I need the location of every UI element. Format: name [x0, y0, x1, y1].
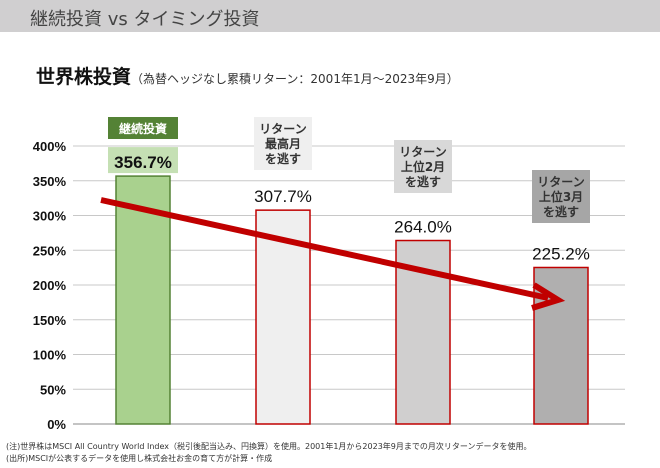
y-tick-label: 50%	[40, 382, 66, 397]
value-label-bg	[108, 147, 178, 174]
value-label: 356.7%	[114, 153, 172, 172]
y-tick-label: 100%	[33, 348, 67, 363]
footnote-note: (注)世界株はMSCI All Country World Index（税引後配…	[6, 442, 532, 451]
value-label: 307.7%	[254, 187, 312, 206]
category-label-box	[108, 117, 178, 139]
slide-title: 継続投資 vs タイミング投資	[30, 9, 260, 30]
y-tick-label: 300%	[33, 209, 67, 224]
header-bar: 継続投資 vs タイミング投資	[0, 0, 660, 32]
trend-arrow-head	[531, 282, 566, 311]
category-label: リターン	[259, 122, 306, 136]
chart-title: 世界株投資	[36, 66, 132, 88]
category-label: リターン	[399, 145, 446, 159]
category-label: を逃す	[265, 151, 301, 166]
bar	[115, 175, 171, 425]
value-label: 225.2%	[532, 244, 590, 263]
y-tick-label: 150%	[33, 313, 67, 328]
category-label: 上位3月	[539, 189, 583, 204]
category-label: 上位2月	[401, 159, 445, 174]
value-label: 264.0%	[394, 218, 452, 237]
chart-heading: 世界株投資（為替ヘッジなし累積リターン：2001年1月～2023年9月）	[36, 62, 459, 89]
category-label: 最高月	[265, 136, 301, 151]
y-tick-label: 200%	[33, 278, 67, 293]
trend-arrow-line	[100, 197, 549, 301]
y-tick-label: 250%	[33, 243, 67, 258]
category-label: リターン	[537, 175, 584, 189]
category-label: を逃す	[405, 174, 441, 189]
category-label: を逃す	[543, 204, 579, 219]
category-label-box	[532, 170, 590, 223]
y-tick-label: 350%	[33, 174, 67, 189]
y-tick-label: 400%	[33, 139, 67, 154]
chart-subtitle: （為替ヘッジなし累積リターン：2001年1月～2023年9月）	[131, 72, 459, 86]
category-label-box	[394, 140, 452, 193]
footnote-source: (出所)MSCIが公表するデータを使用し株式会社お金の育て方が計算・作成	[6, 454, 273, 463]
category-label: 継続投資	[119, 121, 167, 136]
category-label-box	[254, 117, 312, 170]
y-tick-label: 0%	[47, 417, 66, 432]
